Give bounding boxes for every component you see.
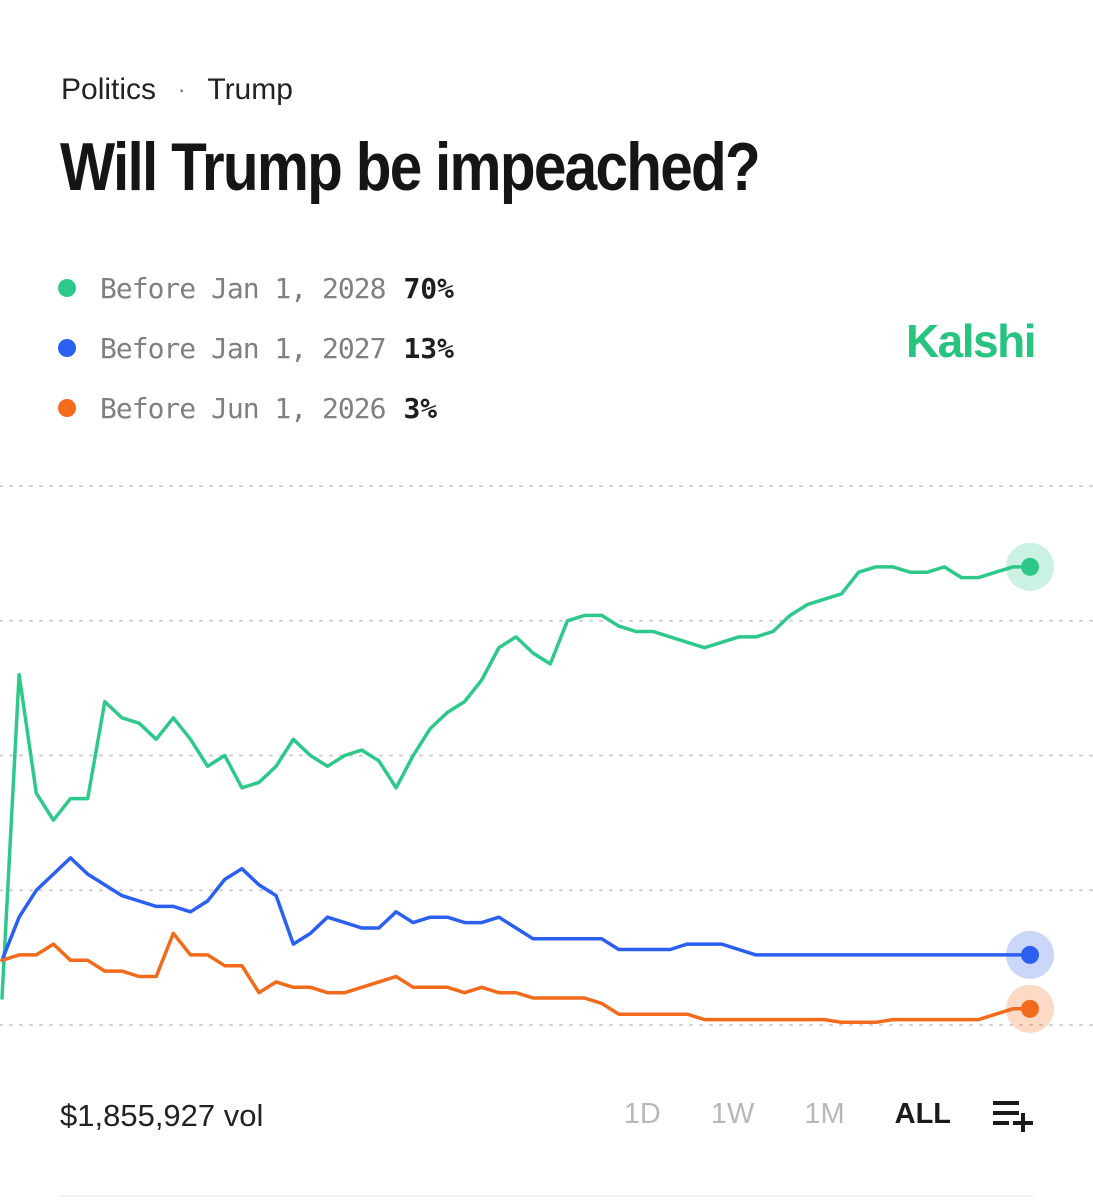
divider bbox=[60, 1195, 1033, 1197]
legend-label: Before Jan 1, 2028 bbox=[100, 271, 386, 305]
range-tab-1w[interactable]: 1W bbox=[710, 1097, 755, 1130]
breadcrumb-separator: · bbox=[178, 77, 186, 102]
range-tab-1m[interactable]: 1M bbox=[804, 1097, 845, 1130]
legend-item-2026[interactable]: Before Jun 1, 2026 3% bbox=[58, 378, 454, 438]
endpoint-dot-2 bbox=[1021, 999, 1039, 1018]
endpoint-dot-0 bbox=[1021, 557, 1039, 576]
series-line-2 bbox=[0, 931, 1032, 1025]
chart-legend: Before Jan 1, 2028 70% Before Jan 1, 202… bbox=[58, 258, 454, 438]
breadcrumb-category-link[interactable]: Politics bbox=[61, 73, 157, 106]
legend-value: 13% bbox=[403, 331, 455, 365]
time-range-selector: 1D 1W 1M ALL bbox=[624, 1096, 1035, 1132]
range-tab-1d[interactable]: 1D bbox=[623, 1097, 661, 1130]
range-tab-all[interactable]: ALL bbox=[894, 1097, 951, 1130]
legend-label: Before Jun 1, 2026 bbox=[100, 391, 386, 425]
legend-dot-icon bbox=[58, 339, 76, 357]
legend-value: 70% bbox=[403, 271, 455, 305]
series-line-1 bbox=[0, 856, 1032, 963]
breadcrumb-subcategory-link[interactable]: Trump bbox=[207, 73, 293, 106]
legend-label: Before Jan 1, 2027 bbox=[100, 331, 386, 365]
endpoint-dot-1 bbox=[1021, 945, 1039, 964]
legend-value: 3% bbox=[403, 391, 438, 425]
page-title: Will Trump be impeached? bbox=[60, 129, 761, 205]
legend-dot-icon bbox=[58, 399, 76, 417]
volume-label: $1,855,927 vol bbox=[60, 1098, 264, 1133]
legend-item-2027[interactable]: Before Jan 1, 2027 13% bbox=[58, 318, 454, 378]
price-history-chart[interactable] bbox=[0, 470, 1093, 1050]
kalshi-logo: Kalshi bbox=[905, 315, 1037, 367]
legend-dot-icon bbox=[58, 279, 76, 297]
series-line-0 bbox=[0, 565, 1032, 1000]
breadcrumb: Politics · Trump bbox=[61, 70, 293, 110]
legend-item-2028[interactable]: Before Jan 1, 2028 70% bbox=[58, 258, 454, 318]
list-add-icon[interactable] bbox=[991, 1096, 1035, 1132]
